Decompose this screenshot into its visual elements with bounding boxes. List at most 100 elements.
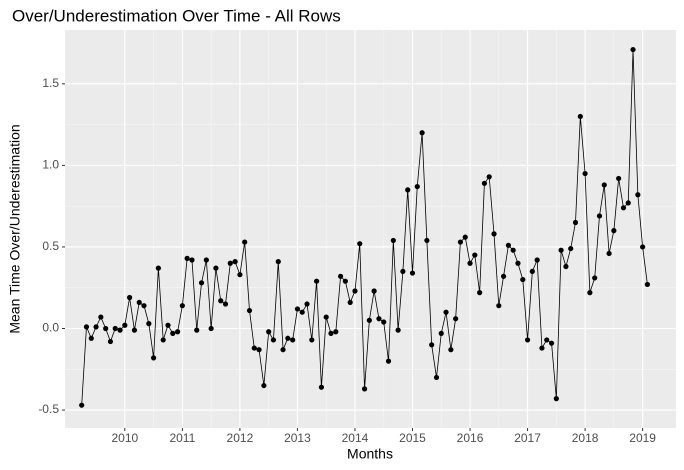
y-tick-label: -0.5: [38, 402, 59, 416]
data-point: [285, 335, 291, 341]
data-point: [342, 278, 348, 284]
data-point: [299, 309, 305, 315]
chart-title: Over/Underestimation Over Time - All Row…: [12, 6, 341, 25]
data-point: [323, 314, 329, 320]
data-point: [93, 324, 99, 330]
data-point: [448, 347, 454, 353]
data-point: [256, 347, 262, 353]
data-point: [625, 200, 631, 206]
y-tick-label: 1.0: [42, 158, 59, 172]
data-point: [328, 330, 334, 336]
data-point: [433, 374, 440, 381]
data-point: [146, 321, 152, 327]
data-point: [141, 303, 147, 309]
data-point: [117, 327, 123, 333]
data-point: [409, 270, 416, 276]
data-point: [309, 337, 315, 343]
data-point: [505, 242, 512, 248]
data-point: [548, 340, 555, 346]
data-point: [500, 273, 507, 279]
y-tick-label: 0.5: [42, 239, 59, 253]
data-point: [477, 290, 483, 296]
data-point: [510, 247, 516, 253]
data-point: [304, 301, 310, 307]
data-point: [184, 255, 190, 261]
data-point: [644, 281, 651, 288]
data-point: [174, 329, 181, 335]
data-point: [151, 355, 157, 361]
data-point: [83, 324, 90, 330]
data-point: [112, 325, 118, 332]
data-point: [88, 335, 94, 341]
data-point: [534, 257, 540, 263]
data-point: [539, 345, 545, 351]
data-point: [366, 317, 372, 323]
data-point: [131, 327, 138, 333]
x-tick-label: 2010: [111, 431, 138, 445]
data-point: [611, 228, 617, 234]
data-point: [357, 241, 363, 247]
data-point: [189, 257, 195, 263]
panel: [65, 30, 676, 428]
data-point: [127, 294, 133, 301]
data-point: [352, 288, 358, 294]
x-tick-label: 2019: [629, 431, 656, 445]
data-point: [414, 183, 420, 190]
data-point: [275, 259, 281, 265]
data-point: [266, 329, 272, 335]
data-point: [227, 260, 233, 266]
data-point: [261, 382, 267, 389]
data-point: [222, 301, 229, 307]
data-point: [529, 268, 535, 275]
data-point: [237, 272, 243, 278]
data-point: [457, 239, 464, 245]
data-point: [443, 309, 449, 315]
data-point: [592, 275, 598, 281]
data-point: [558, 247, 564, 253]
data-point: [467, 260, 473, 266]
x-axis-title: Months: [347, 446, 393, 462]
data-point: [601, 182, 607, 188]
y-axis-title: Mean Time Over/Underestimation: [7, 124, 23, 333]
data-point: [98, 314, 104, 320]
data-point: [107, 338, 114, 345]
data-point: [198, 280, 205, 286]
data-point: [136, 299, 142, 306]
data-point: [294, 306, 301, 312]
data-point: [453, 316, 459, 322]
data-point: [395, 327, 401, 333]
x-tick-label: 2012: [227, 431, 254, 445]
data-point: [438, 330, 444, 336]
data-point: [486, 174, 492, 180]
data-point: [385, 358, 392, 364]
x-tick-label: 2018: [572, 431, 599, 445]
data-point: [424, 237, 430, 244]
data-point: [596, 213, 603, 219]
data-point: [179, 303, 185, 309]
x-tick-label: 2015: [399, 431, 426, 445]
data-point: [318, 384, 325, 390]
data-point: [270, 337, 277, 343]
data-point: [79, 402, 85, 408]
data-point: [160, 337, 166, 343]
data-point: [606, 250, 612, 257]
x-tick-label: 2017: [514, 431, 541, 445]
data-point: [405, 187, 411, 193]
data-point: [481, 180, 488, 186]
data-point: [371, 288, 377, 294]
data-point: [242, 239, 248, 245]
data-point: [213, 265, 219, 271]
data-point: [122, 322, 128, 328]
data-point: [381, 319, 387, 325]
data-point: [337, 273, 344, 279]
data-point: [208, 325, 214, 332]
y-tick-label: 1.5: [42, 76, 59, 90]
data-point: [170, 330, 176, 336]
data-point: [165, 322, 171, 328]
data-point: [568, 245, 574, 252]
data-point: [630, 46, 636, 53]
data-point: [155, 265, 161, 271]
x-tick-label: 2011: [169, 431, 195, 445]
x-tick-label: 2013: [284, 431, 311, 445]
data-point: [333, 329, 339, 335]
